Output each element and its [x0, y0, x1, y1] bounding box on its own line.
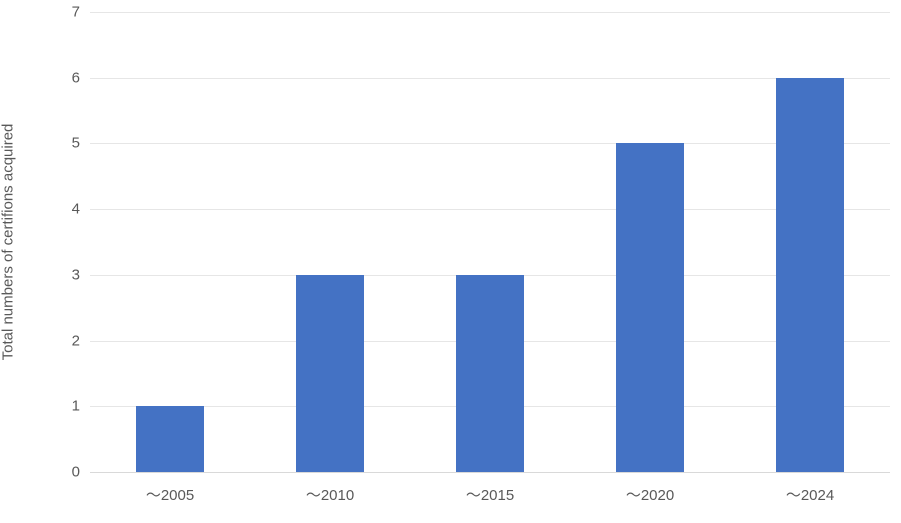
bar [616, 143, 683, 472]
y-tick-label: 4 [50, 201, 80, 218]
y-tick-label: 7 [50, 4, 80, 21]
x-tick-label: ～2005 [146, 484, 194, 505]
x-tick-label: ～2024 [786, 484, 834, 505]
bar [296, 275, 363, 472]
y-tick-label: 6 [50, 69, 80, 86]
y-tick-label: 2 [50, 332, 80, 349]
x-tick-label: ～2010 [306, 484, 354, 505]
plot-area: 01234567～2005～2010～2015～2020～2024 [90, 12, 890, 472]
gridline [90, 78, 890, 79]
y-tick-label: 1 [50, 398, 80, 415]
bar [456, 275, 523, 472]
y-tick-label: 0 [50, 464, 80, 481]
gridline [90, 143, 890, 144]
y-tick-label: 3 [50, 266, 80, 283]
y-tick-label: 5 [50, 135, 80, 152]
x-tick-label: ～2015 [466, 484, 514, 505]
bar [136, 406, 203, 472]
bar [776, 78, 843, 472]
gridline [90, 472, 890, 473]
y-axis-title: Total numbers of certifions acquired [0, 124, 17, 361]
gridline [90, 12, 890, 13]
bar-chart: Total numbers of certifions acquired 012… [0, 0, 901, 523]
gridline [90, 209, 890, 210]
x-tick-label: ～2020 [626, 484, 674, 505]
